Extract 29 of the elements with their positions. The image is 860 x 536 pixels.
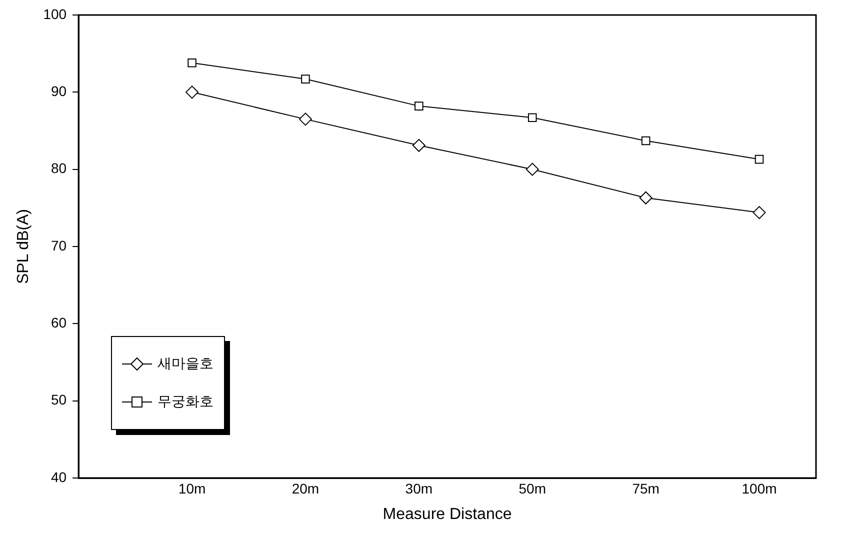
point [414, 102, 424, 110]
point [528, 113, 537, 122]
legend-label: 무궁화호 [158, 393, 214, 411]
point [639, 191, 652, 204]
y-tick-label: 70 [50, 237, 67, 254]
y-tick-label: 90 [50, 83, 67, 100]
x-tick-label: 20m [292, 480, 320, 496]
point [526, 162, 539, 176]
point [301, 74, 310, 84]
point [412, 138, 426, 152]
y-axis-title: SPL dB(A) [15, 209, 32, 284]
point [298, 112, 312, 126]
x-tick-label: 100m [742, 480, 777, 496]
legend-label: 새마을호 [158, 355, 214, 373]
point [754, 154, 764, 164]
point [752, 206, 766, 220]
y-tick-label: 100 [43, 6, 67, 22]
point [641, 136, 650, 146]
y-tick-label: 60 [50, 314, 67, 331]
y-tick-label: 40 [50, 468, 67, 485]
point [188, 58, 196, 68]
x-axis-title: Measure Distance [382, 506, 512, 523]
y-tick-label: 50 [50, 392, 67, 408]
point [186, 86, 199, 99]
x-tick-label: 30m [405, 480, 433, 496]
y-tick-label: 80 [50, 160, 67, 176]
x-tick-label: 50m [518, 480, 546, 496]
x-tick-label: 10m [178, 480, 206, 496]
x-tick-label: 75m [632, 480, 660, 496]
